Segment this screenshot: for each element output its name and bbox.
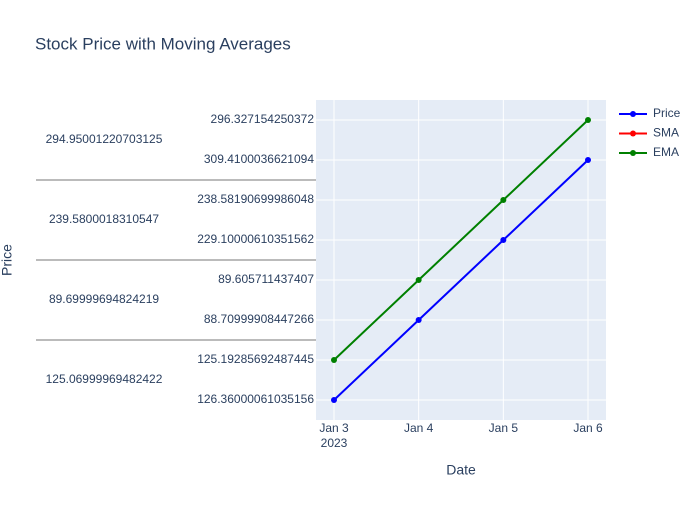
y-tick-label: 238.58190699986048 bbox=[197, 192, 314, 206]
marker bbox=[500, 237, 507, 243]
x-tick-label: Jan 6 bbox=[573, 421, 603, 435]
marker bbox=[585, 117, 592, 123]
y-tick-label: 126.36000061035156 bbox=[197, 392, 314, 406]
legend-marker bbox=[630, 150, 636, 156]
x-tick-label: Jan 5 bbox=[489, 421, 519, 435]
y-group-label: 125.06999969482422 bbox=[46, 372, 163, 386]
y-axis-label: Price bbox=[0, 244, 15, 276]
series-line bbox=[333, 159, 589, 401]
y-tick-label: 125.19285692487445 bbox=[197, 352, 314, 366]
series-line bbox=[333, 119, 589, 361]
y-group-label: 294.95001220703125 bbox=[46, 132, 163, 146]
chart-title: Stock Price with Moving Averages bbox=[35, 34, 291, 53]
legend-marker bbox=[630, 130, 636, 137]
legend-marker bbox=[630, 111, 636, 117]
marker bbox=[415, 277, 422, 283]
x-tick-label: Jan 4 bbox=[404, 421, 434, 435]
y-tick-label: 89.605711437407 bbox=[218, 272, 314, 286]
marker bbox=[330, 397, 337, 403]
plot-area bbox=[316, 100, 606, 420]
y-tick-label: 309.4100036621094 bbox=[204, 152, 314, 166]
x-axis-label: Date bbox=[446, 462, 476, 478]
y-tick-label: 296.327154250372 bbox=[211, 112, 315, 126]
y-tick-label: 88.70999908447266 bbox=[204, 312, 314, 326]
y-group-label: 239.5800018310547 bbox=[49, 212, 159, 226]
legend-label: SMA bbox=[653, 126, 679, 140]
marker bbox=[330, 357, 337, 363]
x-tick-label: Jan 3 bbox=[319, 421, 349, 435]
y-group-label: 89.69999694824219 bbox=[49, 292, 159, 306]
marker bbox=[585, 157, 592, 163]
marker bbox=[415, 317, 422, 323]
marker bbox=[500, 197, 507, 203]
legend-label: Price bbox=[653, 106, 681, 120]
x-year-label: 2023 bbox=[321, 436, 348, 450]
y-tick-label: 229.10000610351562 bbox=[197, 232, 314, 246]
legend-label: EMA bbox=[653, 145, 679, 159]
